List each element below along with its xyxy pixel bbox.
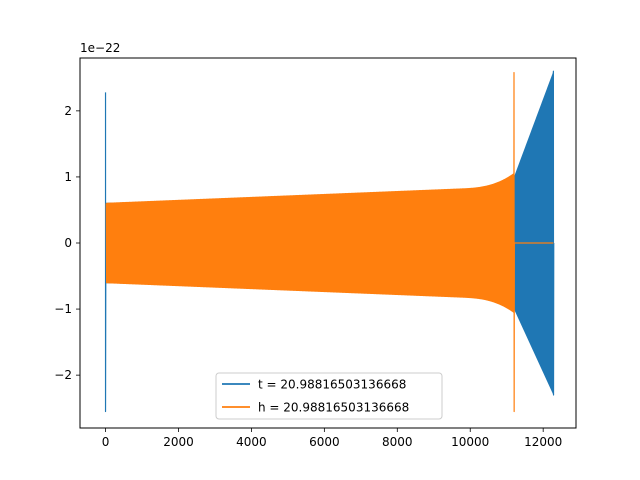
y-tick-label: −1 (54, 302, 72, 316)
series-layer (104, 70, 555, 413)
y-tick-label: 0 (64, 236, 72, 250)
y-axis: −2 −1 0 1 2 (54, 104, 80, 382)
x-tick-label: 10000 (451, 435, 489, 449)
x-tick-label: 0 (102, 435, 110, 449)
y-tick-label: −2 (54, 368, 72, 382)
x-tick-label: 12000 (524, 435, 562, 449)
legend-label-t: t = 20.98816503136668 (258, 378, 406, 392)
x-tick-label: 6000 (309, 435, 340, 449)
x-tick-label: 2000 (163, 435, 194, 449)
y-offset-label: 1e−22 (80, 41, 120, 55)
y-tick-label: 2 (64, 104, 72, 118)
legend: t = 20.98816503136668 h = 20.98816503136… (215, 372, 443, 420)
legend-label-h: h = 20.98816503136668 (258, 401, 409, 415)
plot-area (104, 70, 555, 413)
x-axis: 0 2000 4000 6000 8000 10000 12000 (102, 428, 562, 449)
x-tick-label: 8000 (382, 435, 413, 449)
legend-box (215, 372, 443, 420)
x-tick-label: 4000 (236, 435, 267, 449)
y-tick-label: 1 (64, 170, 72, 184)
series-line-h (105, 71, 554, 413)
series-band-t-merger (514, 71, 554, 395)
